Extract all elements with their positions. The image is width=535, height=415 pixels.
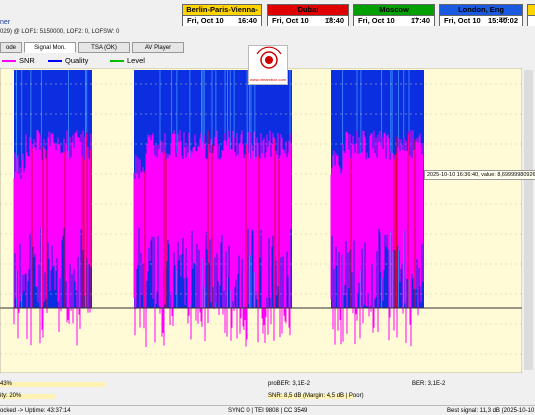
status-best-signal: Best signal: 11,3 dB (2025-10-10 12: bbox=[447, 408, 535, 414]
clock-city: Berlin-Paris-Vienna-Roma bbox=[183, 5, 261, 24]
bar-fill bbox=[0, 394, 55, 399]
app-title: ner bbox=[0, 19, 11, 26]
satellite-icon bbox=[256, 46, 282, 69]
bar-label: BER: 3,1E-2 bbox=[412, 381, 446, 387]
clock-offset: DST bbox=[499, 16, 508, 21]
ber-bar: BER: 3,1E-2 bbox=[412, 381, 535, 388]
clock-time: 18:40 bbox=[324, 16, 344, 25]
status-sync: SYNC 0 | TEI 9808 | CC 3549 bbox=[228, 408, 308, 414]
tab-bar: ode Signal Mon. TSA (OK) AV Player bbox=[0, 42, 535, 53]
status-uptime: ocked -> Uptime: 43:37:14 bbox=[0, 408, 71, 414]
legend-snr: SNR bbox=[2, 56, 35, 66]
status-bar: ocked -> Uptime: 43:37:14 SYNC 0 | TEI 9… bbox=[0, 405, 535, 415]
bar-label: 43% bbox=[0, 381, 13, 387]
tab-tsa[interactable]: TSA (OK) bbox=[78, 42, 130, 53]
clock-city: Moscow bbox=[354, 5, 434, 16]
clock-city: London, Eng bbox=[440, 5, 522, 16]
tab-signal-monitor[interactable]: Signal Mon. bbox=[24, 42, 76, 53]
bar-label: ity: 20% bbox=[0, 393, 22, 399]
snr-bar: SNR: 8,5 dB (Margin: 4,5 dB | Poor) bbox=[268, 393, 535, 400]
legend-swatch bbox=[48, 60, 62, 63]
legend-level: Level bbox=[110, 56, 145, 66]
clock-city: Dubai bbox=[268, 5, 348, 16]
quality-bar: ity: 20% bbox=[0, 393, 262, 400]
clock-time: 17:40 bbox=[410, 16, 430, 25]
legend-swatch bbox=[110, 60, 124, 63]
chart-legend: SNR Quality Level bbox=[0, 56, 535, 66]
signal-chart-svg bbox=[0, 68, 535, 373]
tab-mode[interactable]: ode bbox=[0, 42, 22, 53]
clock-moscow: Moscow Fri, Oct 10 +1 17:40 bbox=[353, 4, 435, 26]
bar-fill bbox=[268, 394, 353, 399]
clock-time: 15:40:02 bbox=[487, 16, 518, 25]
scrollbar-thumb[interactable] bbox=[524, 70, 533, 370]
legend-swatch bbox=[2, 60, 16, 63]
clock-date: Fri, Oct 10 bbox=[187, 16, 224, 25]
clock-date: Fri, Oct 10 bbox=[358, 16, 395, 25]
bar-label: SNR: 8,5 dB (Margin: 4,5 dB | Poor) bbox=[268, 393, 364, 399]
clock-time: 16:40 bbox=[237, 16, 257, 25]
legend-quality: Quality bbox=[48, 56, 88, 66]
logo-text: www.dreambox.com bbox=[249, 77, 286, 82]
clock-date: Fri, Oct 10 bbox=[272, 16, 309, 25]
tab-av-player[interactable]: AV Player bbox=[132, 42, 184, 53]
clock-offset: +1 bbox=[413, 16, 419, 21]
receiver-info: 029) @ LOF1: 5150000, LOF2: 0, LOFSW: 0 bbox=[0, 29, 120, 35]
dreambox-logo: www.dreambox.com bbox=[248, 45, 288, 85]
bar-label: proBER: 3,1E-2 bbox=[268, 381, 311, 387]
clock-berlin: Berlin-Paris-Vienna-Roma Fri, Oct 10 16:… bbox=[182, 4, 262, 26]
signal-level-bar: 43% bbox=[0, 381, 262, 388]
clock-date: Fri, Oct 10 bbox=[444, 16, 481, 25]
clock-offset: +2 bbox=[327, 16, 333, 21]
clock-london: London, Eng Fri, Oct 10 DST 15:40:02 bbox=[439, 4, 523, 26]
clock-partial bbox=[527, 4, 535, 26]
preber-bar: proBER: 3,1E-2 bbox=[268, 381, 408, 388]
chart-tooltip: 2025-10-10 16:36:40, value: 8,6999998092… bbox=[424, 170, 535, 180]
clock-dubai: Dubai Fri, Oct 10 +2 18:40 bbox=[267, 4, 349, 26]
signal-chart[interactable] bbox=[0, 68, 535, 373]
bar-fill bbox=[0, 382, 105, 387]
